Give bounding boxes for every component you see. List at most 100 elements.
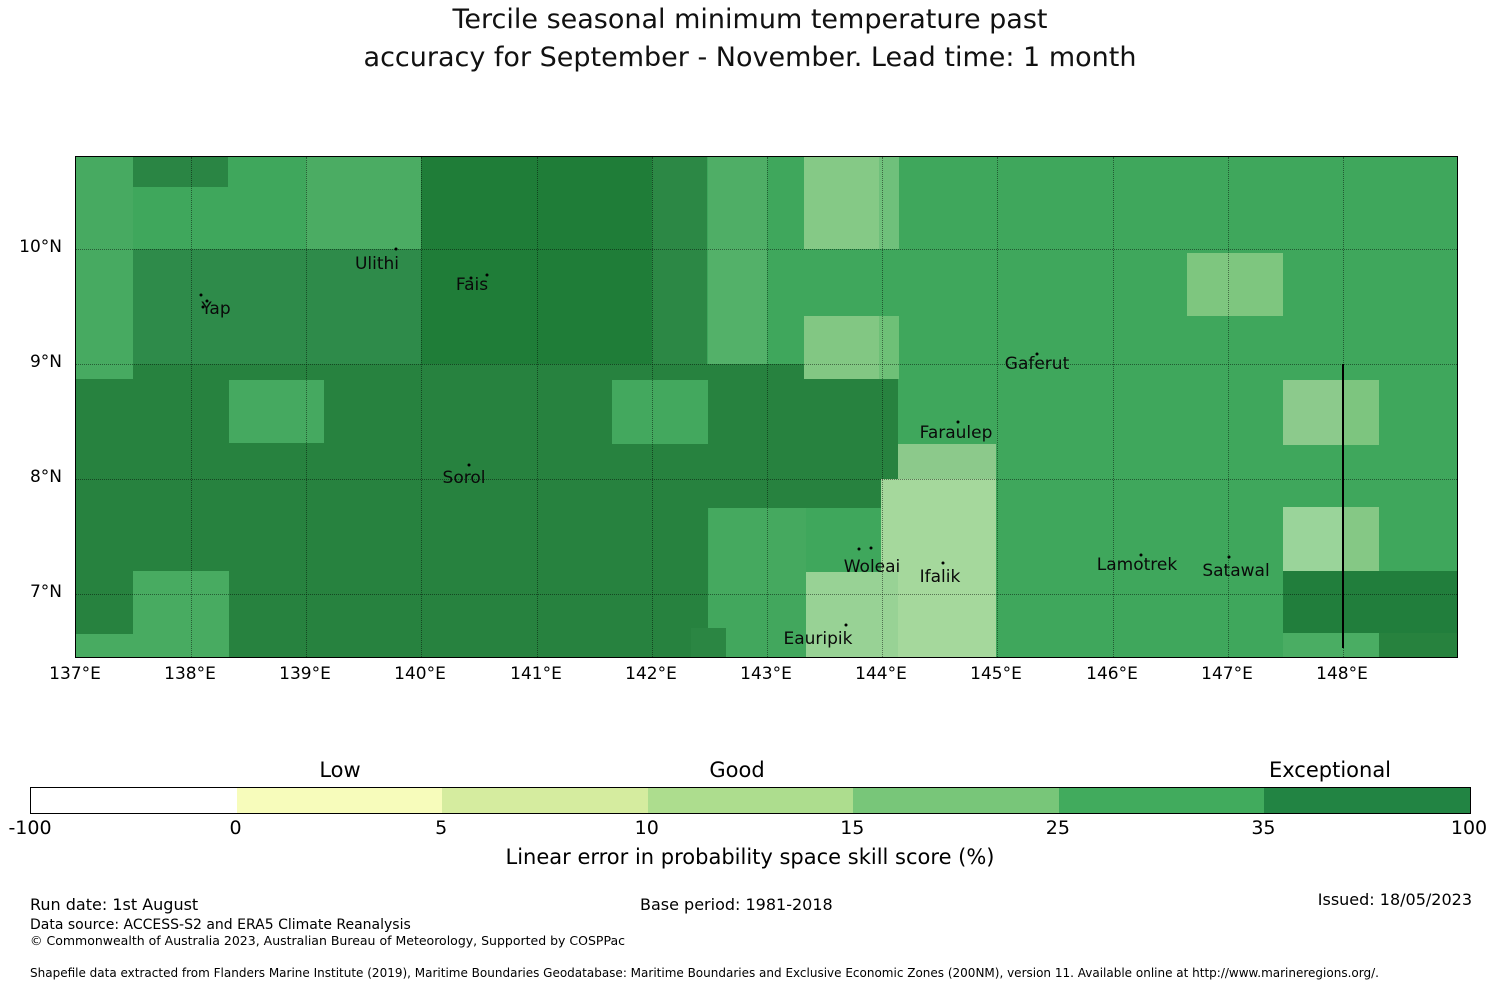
latitude-gridline (76, 594, 1457, 595)
map-cell (133, 364, 879, 379)
island-label-fais: Fais (455, 275, 489, 295)
colorbar-tick-label: 0 (229, 817, 242, 839)
map-cell (652, 157, 707, 379)
colorbar-category-label: Exceptional (1268, 758, 1392, 782)
island-marker (956, 420, 960, 424)
colorbar-segment (1058, 788, 1265, 813)
colorbar-segment (1264, 788, 1471, 813)
run-date-text: Run date: 1st August (30, 895, 199, 914)
map-cell (806, 572, 898, 657)
y-tick-label: 9°N (29, 352, 62, 372)
x-tick-label: 144°E (855, 664, 907, 684)
x-tick-label: 145°E (970, 664, 1022, 684)
longitude-gridline (421, 157, 422, 657)
map-cell (1283, 571, 1457, 633)
island-marker (201, 305, 205, 309)
island-marker (844, 623, 848, 627)
shapefile-attribution-text: Shapefile data extracted from Flanders M… (30, 966, 1379, 980)
map-cell (879, 316, 899, 379)
map-cell (879, 157, 899, 249)
island-marker (1227, 555, 1231, 559)
colorbar-tick-label: 5 (435, 817, 448, 839)
colorbar-tick-label: 10 (634, 817, 659, 839)
colorbar-category-label: Low (319, 758, 361, 782)
eez-boundary-line (1342, 364, 1344, 648)
map-cell (1283, 380, 1342, 445)
island-label-ulithi: Ulithi (354, 254, 400, 274)
map-cell (76, 634, 133, 657)
y-tick-label: 7°N (29, 582, 62, 602)
colorbar-category-label: Good (709, 758, 765, 782)
issued-date-text: Issued: 18/05/2023 (1317, 890, 1472, 909)
island-label-satawal: Satawal (1202, 561, 1270, 581)
map-cell (804, 157, 879, 249)
map-cell (1283, 633, 1379, 657)
map-cell (133, 571, 229, 657)
island-marker (467, 463, 471, 467)
map-cell (708, 157, 767, 249)
x-tick-label: 146°E (1086, 664, 1138, 684)
longitude-gridline (767, 157, 768, 657)
x-tick-label: 143°E (740, 664, 792, 684)
island-marker (1035, 352, 1039, 356)
copyright-text: © Commonwealth of Australia 2023, Austra… (30, 933, 625, 948)
map-cell (76, 157, 133, 379)
island-marker (857, 547, 861, 551)
map-cell (1342, 380, 1379, 445)
map-cell (1379, 633, 1457, 657)
x-tick-label: 141°E (510, 664, 562, 684)
x-tick-label: 148°E (1316, 664, 1368, 684)
island-marker (941, 561, 945, 565)
island-label-faraulep: Faraulep (919, 423, 993, 443)
island-marker (869, 546, 873, 550)
longitude-gridline (306, 157, 307, 657)
longitude-gridline (1228, 157, 1229, 657)
longitude-gridline (537, 157, 538, 657)
colorbar-tick-label: 35 (1251, 817, 1276, 839)
longitude-gridline (191, 157, 192, 657)
x-tick-label: 147°E (1201, 664, 1253, 684)
map-cell (421, 157, 652, 379)
map-cell (708, 479, 881, 508)
colorbar-segment (31, 788, 237, 813)
island-label-sorol: Sorol (442, 468, 486, 488)
colorbar-tick-label: 100 (1450, 817, 1488, 839)
colorbar-segment (442, 788, 648, 813)
data-source-text: Data source: ACCESS-S2 and ERA5 Climate … (30, 917, 411, 933)
island-marker (394, 247, 398, 251)
map-cell (133, 249, 421, 364)
island-marker (199, 293, 203, 297)
island-label-yap: Yap (201, 299, 231, 319)
y-tick-label: 10°N (19, 237, 62, 257)
x-tick-label: 142°E (625, 664, 677, 684)
x-tick-label: 140°E (394, 664, 446, 684)
map-cell (708, 249, 767, 364)
island-label-ifalik: Ifalik (919, 567, 961, 587)
map-cell (708, 379, 898, 479)
island-label-lamotrek: Lamotrek (1096, 555, 1178, 575)
longitude-gridline (882, 157, 883, 657)
latitude-gridline (76, 364, 1457, 365)
colorbar-segment (647, 788, 854, 813)
island-marker (485, 273, 489, 277)
chart-title-line2: accuracy for September - November. Lead … (363, 42, 1137, 73)
map-cell (804, 316, 879, 379)
latitude-gridline (76, 479, 1457, 480)
map-cell (1342, 507, 1379, 571)
latitude-gridline (76, 249, 1457, 250)
map-cell (229, 380, 324, 443)
base-period-text: Base period: 1981-2018 (640, 895, 833, 914)
island-label-eauripik: Eauripik (783, 629, 853, 649)
longitude-gridline (1113, 157, 1114, 657)
map-cell (1283, 507, 1342, 571)
map-plot-area: Yap Ulithi Fais Sorol Gaferut Faraulep Woleai I… (75, 156, 1458, 658)
colorbar (30, 787, 1471, 814)
map-cell (612, 380, 708, 444)
x-tick-label: 138°E (164, 664, 216, 684)
island-label-gaferut: Gaferut (1004, 354, 1070, 374)
longitude-gridline (997, 157, 998, 657)
colorbar-tick-label: 15 (840, 817, 865, 839)
x-tick-label: 139°E (279, 664, 331, 684)
map-cell (306, 157, 421, 249)
